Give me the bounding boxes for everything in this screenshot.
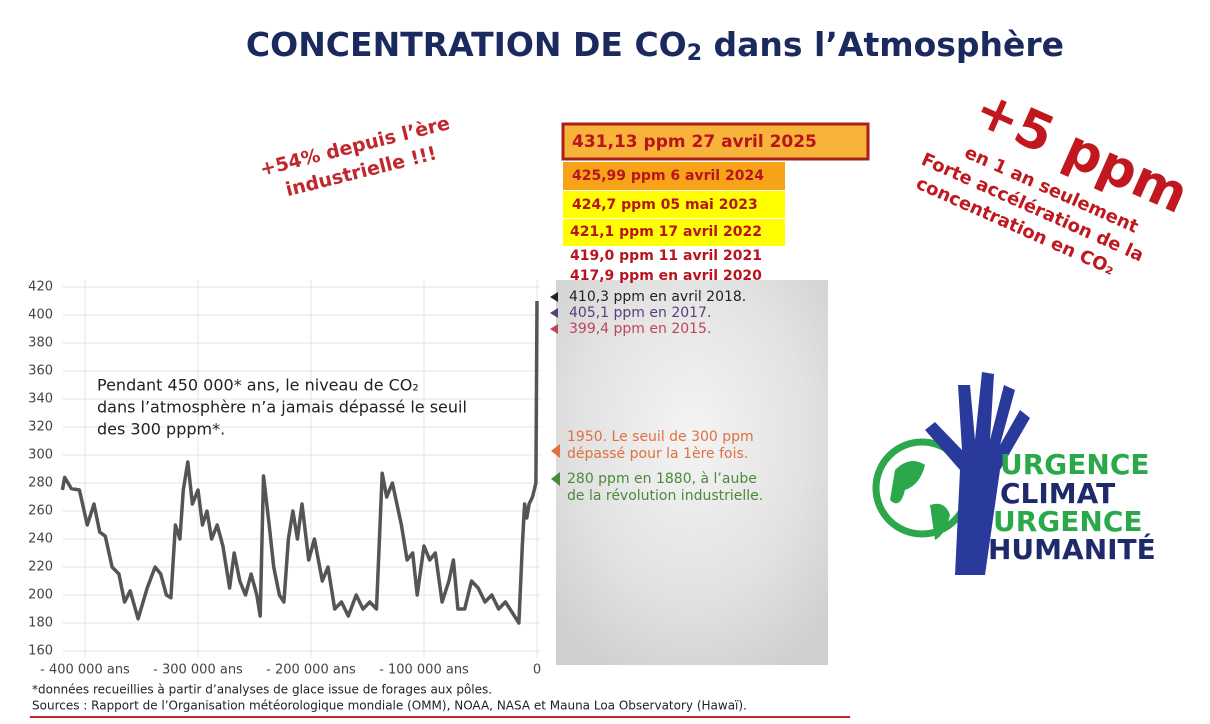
title-rest: dans l’Atmosphère — [702, 25, 1064, 64]
title: CONCENTRATION DE CO2 dans l’Atmosphère — [246, 25, 1064, 67]
reading-box — [563, 162, 785, 190]
reading: 419,0 ppm 11 avril 2021 — [570, 248, 762, 264]
reading: 431,13 ppm 27 avril 2025 — [572, 132, 817, 152]
readings: 431,13 ppm 27 avril 2025 425,99 ppm 6 av… — [570, 132, 817, 284]
y-tick-label: 160 — [28, 644, 53, 659]
reading-box — [563, 191, 785, 218]
reading: 424,7 ppm 05 mai 2023 — [572, 197, 758, 213]
y-tick-label: 260 — [28, 504, 53, 519]
marker-text: 405,1 ppm en 2017. — [569, 305, 711, 321]
marker-text: 280 ppm en 1880, à l’aube — [567, 471, 757, 487]
logo: URGENCE CLIMAT URGENCE HUMANITÉ — [872, 372, 1156, 575]
y-tick-label: 300 — [28, 448, 53, 463]
y-tick-label: 240 — [28, 532, 53, 547]
hand — [925, 372, 1030, 575]
logo-text: URGENCE — [993, 505, 1143, 538]
logo-text: HUMANITÉ — [988, 532, 1156, 566]
annotation-line: des 300 pppm*. — [97, 420, 225, 439]
reading-box — [563, 219, 785, 246]
footnotes: *données recueillies à partir d’analyses… — [32, 683, 747, 713]
marker-text: 410,3 ppm en avril 2018. — [569, 289, 746, 305]
chart-annotation: Pendant 450 000* ans, le niveau de CO₂ d… — [97, 376, 467, 439]
y-tick-label: 360 — [28, 364, 53, 379]
y-tick-label: 400 — [28, 308, 53, 323]
y-tick-label: 340 — [28, 392, 53, 407]
reading: 421,1 ppm 17 avril 2022 — [570, 224, 762, 240]
y-tick-label: 380 — [28, 336, 53, 351]
logo-text: CLIMAT — [1000, 477, 1115, 510]
marker-text: de la révolution industrielle. — [567, 488, 763, 504]
co2-line — [60, 300, 539, 625]
x-tick-label: - 200 000 ans — [266, 663, 356, 678]
annotation-line: Pendant 450 000* ans, le niveau de CO₂ — [97, 376, 419, 395]
x-tick-label: - 300 000 ans — [153, 663, 243, 678]
x-tick-label: 0 — [533, 663, 541, 678]
marker-text: 1950. Le seuil de 300 ppm — [567, 429, 754, 445]
y-tick-label: 320 — [28, 420, 53, 435]
title-main: CONCENTRATION DE CO — [246, 25, 687, 64]
y-tick-label: 200 — [28, 588, 53, 603]
footnote: *données recueillies à partir d’analyses… — [32, 683, 492, 697]
marker-text: 399,4 ppm en 2015. — [569, 321, 711, 337]
y-tick-label: 220 — [28, 560, 53, 575]
continents — [890, 461, 950, 540]
reading: 425,99 ppm 6 avril 2024 — [572, 168, 764, 184]
title-sub: 2 — [687, 41, 702, 66]
x-tick-label: - 400 000 ans — [40, 663, 130, 678]
y-tick-label: 420 — [28, 280, 53, 295]
x-tick-label: - 100 000 ans — [379, 663, 469, 678]
y-tick-label: 280 — [28, 476, 53, 491]
logo-text: URGENCE — [1000, 448, 1150, 481]
marker-text: dépassé pour la 1ère fois. — [567, 446, 748, 462]
reading-box — [561, 122, 870, 161]
markers: 410,3 ppm en avril 2018. 405,1 ppm en 20… — [550, 289, 763, 504]
reading: 417,9 ppm en avril 2020 — [570, 268, 762, 284]
y-tick-label: 180 — [28, 616, 53, 631]
chart: 160 180 200 220 240 260 280 300 320 340 360 380 400 4… — [28, 280, 541, 678]
cloud-image — [556, 280, 828, 665]
footnote: Sources : Rapport de l’Organisation mété… — [32, 699, 747, 713]
annotation-line: dans l’atmosphère n’a jamais dépassé le … — [97, 398, 467, 417]
